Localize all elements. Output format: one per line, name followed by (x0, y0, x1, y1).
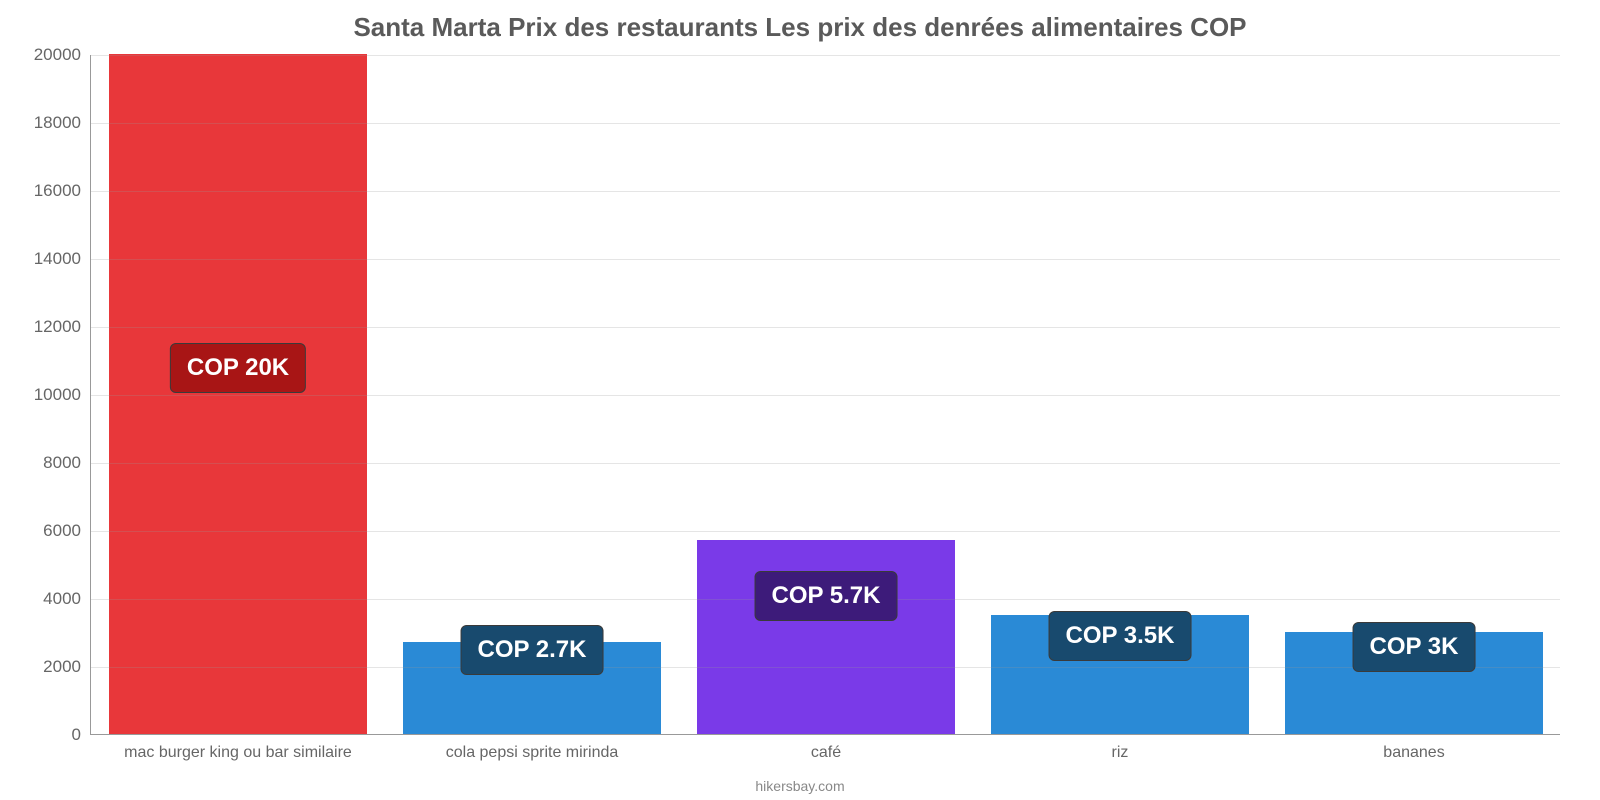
y-tick-label: 14000 (34, 249, 91, 269)
y-tick-label: 8000 (43, 453, 91, 473)
y-tick-label: 6000 (43, 521, 91, 541)
y-tick-label: 16000 (34, 181, 91, 201)
value-badge: COP 20K (170, 343, 306, 393)
y-tick-label: 12000 (34, 317, 91, 337)
y-tick-label: 4000 (43, 589, 91, 609)
value-badge: COP 3K (1353, 622, 1476, 672)
gridline (91, 531, 1560, 532)
x-tick-label: mac burger king ou bar similaire (91, 744, 385, 762)
plot-area: 0200040006000800010000120001400016000180… (90, 55, 1560, 735)
bar (697, 540, 956, 734)
x-tick-label: café (679, 744, 973, 762)
gridline (91, 667, 1560, 668)
gridline (91, 259, 1560, 260)
bar (109, 54, 368, 734)
credit-text: hikersbay.com (0, 778, 1600, 794)
value-badge: COP 3.5K (1049, 611, 1192, 661)
value-badge: COP 5.7K (755, 571, 898, 621)
gridline (91, 463, 1560, 464)
y-tick-label: 0 (72, 725, 91, 745)
gridline (91, 123, 1560, 124)
x-tick-label: riz (973, 744, 1267, 762)
gridline (91, 55, 1560, 56)
y-tick-label: 2000 (43, 657, 91, 677)
gridline (91, 327, 1560, 328)
y-tick-label: 18000 (34, 113, 91, 133)
gridline (91, 395, 1560, 396)
chart-title: Santa Marta Prix des restaurants Les pri… (0, 12, 1600, 43)
y-tick-label: 20000 (34, 45, 91, 65)
gridline (91, 191, 1560, 192)
price-bar-chart: Santa Marta Prix des restaurants Les pri… (0, 0, 1600, 800)
x-tick-label: cola pepsi sprite mirinda (385, 744, 679, 762)
y-tick-label: 10000 (34, 385, 91, 405)
value-badge: COP 2.7K (461, 625, 604, 675)
x-tick-label: bananes (1267, 744, 1561, 762)
